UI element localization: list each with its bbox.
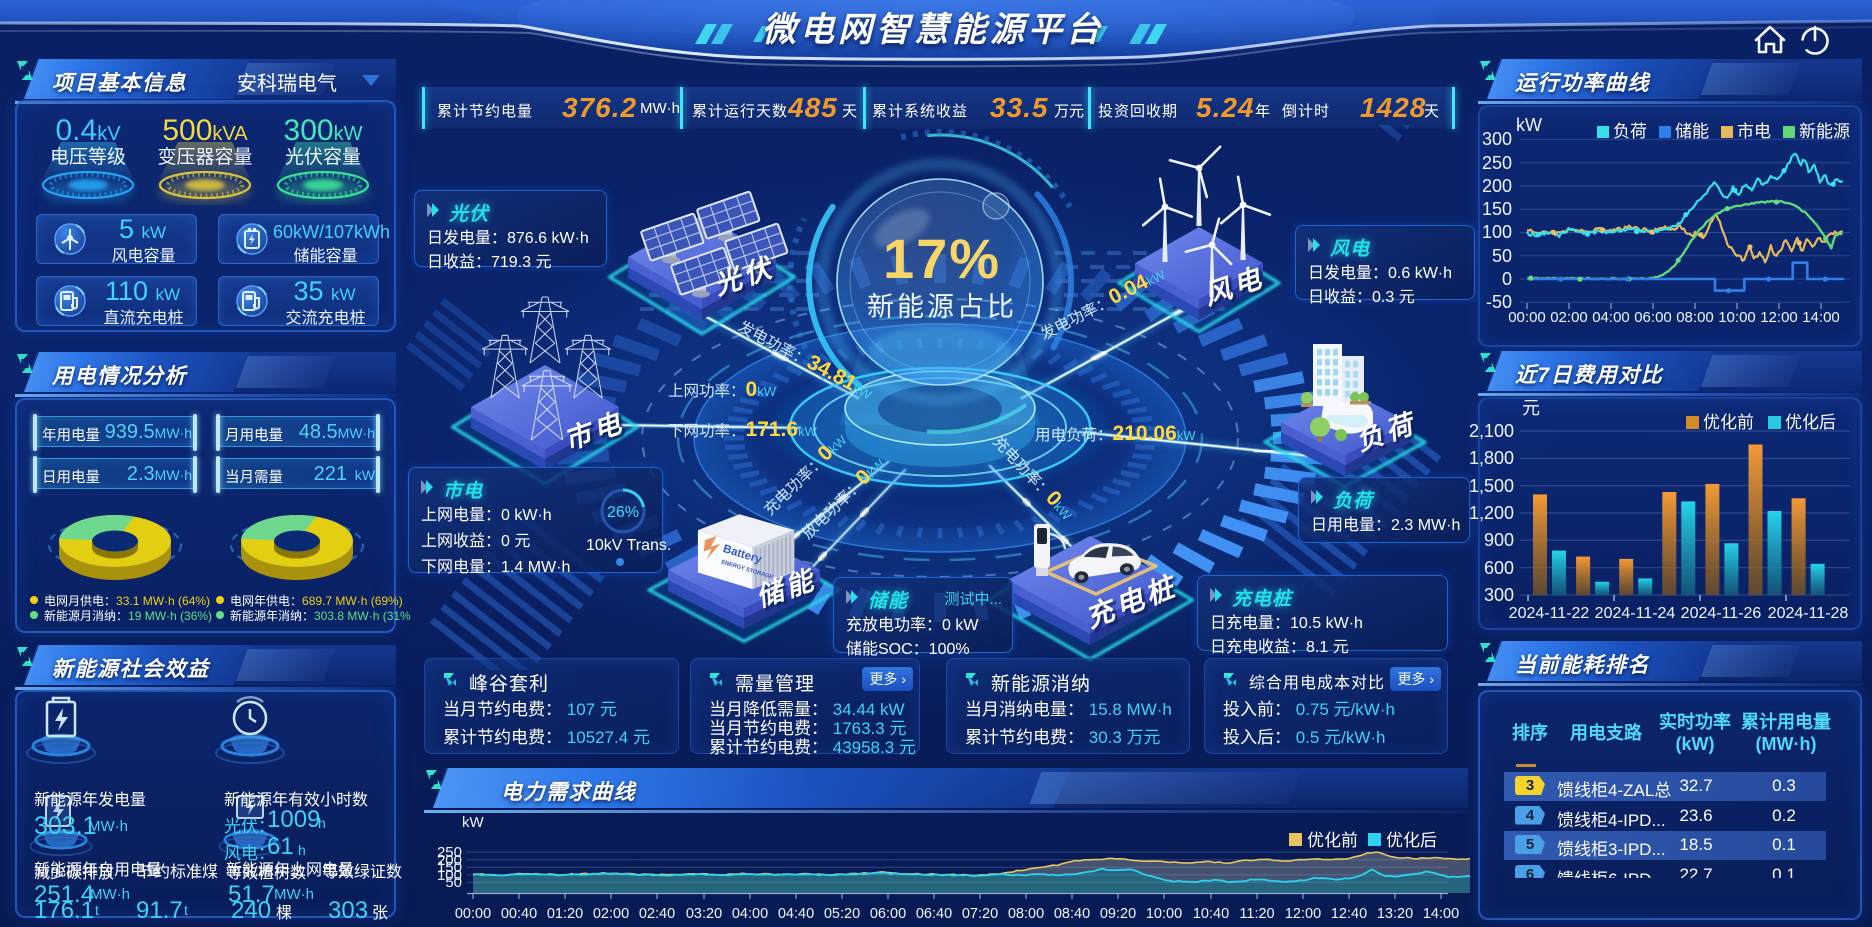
svg-text:kW: kW [1516,115,1542,135]
svg-text:100: 100 [437,867,462,884]
svg-text:04:00: 04:00 [1592,309,1630,326]
svg-text:市电: 市电 [1737,122,1771,141]
svg-text:2024-11-22: 2024-11-22 [1509,605,1590,622]
svg-text:500kVA: 500kVA [162,114,248,147]
svg-text:1,200: 1,200 [1469,503,1514,523]
svg-text:电压等级: 电压等级 [50,146,126,168]
svg-text:用电负荷：210.06kW: 用电负荷：210.06kW [1035,422,1196,445]
svg-text:0: 0 [1502,269,1512,289]
svg-text:储能: 储能 [1675,122,1709,141]
svg-text:02:00: 02:00 [593,906,629,922]
svg-text:10:00: 10:00 [1146,906,1182,922]
svg-text:-50: -50 [1486,292,1512,312]
svg-text:150: 150 [1482,199,1512,219]
svg-text:05:20: 05:20 [824,906,860,922]
svg-text:250: 250 [1482,153,1512,173]
svg-text:250: 250 [437,844,462,861]
svg-text:光伏容量: 光伏容量 [285,146,361,168]
svg-text:优化后: 优化后 [1386,831,1437,850]
svg-text:50: 50 [1492,246,1512,266]
svg-text:kW: kW [462,815,485,831]
svg-text:300: 300 [1484,585,1514,605]
svg-text:08:40: 08:40 [1054,906,1090,922]
svg-text:50: 50 [445,874,462,891]
svg-text:02:40: 02:40 [639,906,675,922]
svg-text:26%: 26% [607,504,639,521]
svg-text:12:00: 12:00 [1760,309,1798,326]
svg-text:13:20: 13:20 [1377,906,1413,922]
svg-text:02:00: 02:00 [1550,309,1588,326]
svg-text:元: 元 [1522,400,1540,418]
svg-text:150: 150 [437,859,462,876]
svg-text:1,500: 1,500 [1469,476,1514,496]
svg-text:14:00: 14:00 [1802,309,1840,326]
svg-text:09:20: 09:20 [1100,906,1136,922]
svg-text:07:20: 07:20 [962,906,998,922]
svg-text:03:20: 03:20 [686,906,722,922]
svg-text:600: 600 [1484,558,1514,578]
svg-text:新能源: 新能源 [1799,122,1850,141]
svg-text:优化前: 优化前 [1703,413,1754,432]
svg-text:优化后: 优化后 [1785,413,1836,432]
svg-text:00:00: 00:00 [1508,309,1546,326]
svg-text:变压器容量: 变压器容量 [157,146,252,168]
svg-text:08:00: 08:00 [1676,309,1714,326]
svg-text:04:00: 04:00 [732,906,768,922]
svg-text:300kW: 300kW [284,114,363,147]
svg-text:200: 200 [437,852,462,869]
svg-text:01:20: 01:20 [547,906,583,922]
svg-text:上网功率：0kW: 上网功率：0kW [668,378,777,401]
svg-text:08:00: 08:00 [1008,906,1044,922]
svg-text:1,800: 1,800 [1469,448,1514,468]
svg-text:下网功率：171.6kW: 下网功率：171.6kW [668,418,818,441]
svg-text:负荷: 负荷 [1613,122,1647,141]
svg-text:10:00: 10:00 [1718,309,1756,326]
svg-text:100: 100 [1482,222,1512,242]
svg-text:12:00: 12:00 [1285,906,1321,922]
svg-text:06:40: 06:40 [916,906,952,922]
svg-text:优化前: 优化前 [1307,831,1358,850]
svg-text:11:20: 11:20 [1239,906,1274,922]
svg-text:17%: 17% [883,227,1001,290]
svg-text:2,100: 2,100 [1469,421,1514,441]
svg-text:2024-11-28: 2024-11-28 [1768,605,1849,622]
svg-text:06:00: 06:00 [1634,309,1672,326]
svg-text:04:40: 04:40 [778,906,814,922]
svg-text:00:40: 00:40 [501,906,537,922]
svg-text:2024-11-24: 2024-11-24 [1595,605,1676,622]
svg-text:新能源占比: 新能源占比 [867,292,1017,322]
svg-text:微电网智慧能源平台: 微电网智慧能源平台 [762,11,1104,49]
svg-text:00:00: 00:00 [455,906,491,922]
svg-text:900: 900 [1484,530,1514,550]
svg-text:06:00: 06:00 [870,906,906,922]
svg-text:12:40: 12:40 [1331,906,1367,922]
svg-text:200: 200 [1482,176,1512,196]
svg-text:14:00: 14:00 [1423,906,1459,922]
svg-text:300: 300 [1482,129,1512,149]
svg-text:2024-11-26: 2024-11-26 [1681,605,1762,622]
svg-text:0.4kV: 0.4kV [55,114,121,147]
svg-text:10:40: 10:40 [1193,906,1229,922]
